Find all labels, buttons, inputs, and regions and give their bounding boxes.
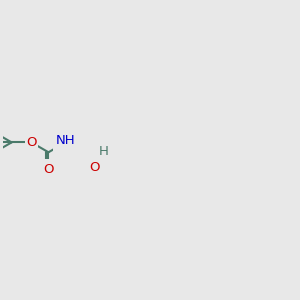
- Text: O: O: [89, 160, 99, 174]
- Text: O: O: [43, 163, 54, 176]
- Text: NH: NH: [56, 134, 75, 146]
- Text: H: H: [99, 145, 109, 158]
- Text: O: O: [26, 136, 37, 149]
